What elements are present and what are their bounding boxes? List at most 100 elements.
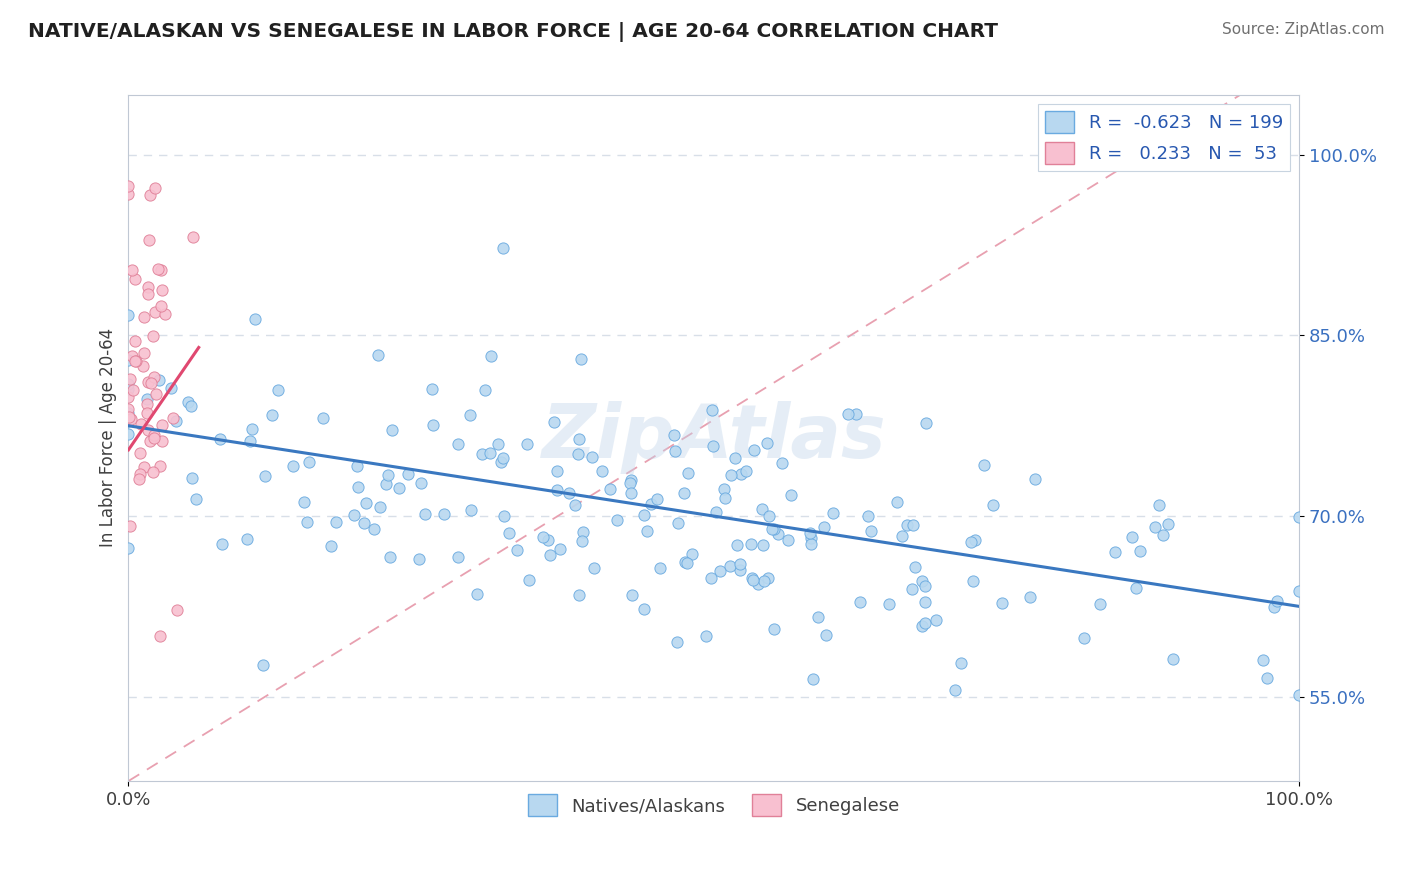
Point [1024, 472, 1046, 486]
Point [725, 538, 748, 552]
Point [460, 503, 482, 517]
Point [567, 447, 589, 461]
Point [184, 492, 207, 507]
Point [243, 311, 266, 326]
Point [142, 329, 165, 343]
Point [165, 414, 187, 428]
Text: Source: ZipAtlas.com: Source: ZipAtlas.com [1222, 22, 1385, 37]
Point [799, 526, 821, 541]
Point [149, 630, 172, 644]
Point [129, 417, 152, 431]
Point [859, 524, 882, 539]
Point [633, 601, 655, 615]
Point [740, 537, 762, 551]
Point [1157, 516, 1180, 531]
Point [118, 372, 141, 386]
Point [136, 397, 159, 411]
Point [124, 271, 146, 285]
Point [758, 509, 780, 524]
Point [297, 454, 319, 468]
Point [117, 382, 139, 396]
Point [411, 476, 433, 491]
Point [813, 519, 835, 533]
Point [517, 573, 540, 587]
Point [981, 498, 1004, 512]
Point [136, 375, 159, 389]
Point [479, 349, 502, 363]
Point [886, 494, 908, 508]
Point [354, 496, 377, 510]
Point [117, 426, 139, 441]
Point [117, 187, 139, 202]
Point [800, 537, 823, 551]
Point [136, 286, 159, 301]
Point [730, 467, 752, 482]
Point [567, 432, 589, 446]
Point [121, 349, 143, 363]
Point [139, 434, 162, 448]
Point [159, 381, 181, 395]
Point [768, 526, 790, 541]
Point [128, 472, 150, 486]
Point [620, 486, 643, 500]
Point [1251, 653, 1274, 667]
Point [491, 451, 513, 466]
Point [120, 412, 142, 426]
Point [325, 515, 347, 529]
Point [1152, 528, 1174, 542]
Point [681, 547, 703, 561]
Point [700, 571, 723, 585]
Point [591, 464, 613, 478]
Point [447, 437, 470, 451]
Point [704, 505, 727, 519]
Point [676, 557, 699, 571]
Point [762, 622, 785, 636]
Point [117, 179, 139, 194]
Point [262, 408, 284, 422]
Point [117, 406, 139, 420]
Point [723, 451, 745, 466]
Point [672, 486, 695, 500]
Point [396, 467, 419, 481]
Point [620, 588, 643, 602]
Point [236, 533, 259, 547]
Point [666, 634, 689, 648]
Point [128, 467, 150, 482]
Point [700, 403, 723, 417]
Point [742, 443, 765, 458]
Point [1143, 520, 1166, 534]
Point [153, 307, 176, 321]
Point [762, 522, 785, 536]
Point [776, 533, 799, 548]
Point [143, 428, 166, 442]
Text: ZipAtlas: ZipAtlas [541, 401, 886, 475]
Point [756, 571, 779, 585]
Point [1288, 510, 1310, 524]
Point [896, 517, 918, 532]
Point [117, 390, 139, 404]
Point [343, 508, 366, 522]
Point [713, 482, 735, 496]
Point [890, 529, 912, 543]
Point [973, 458, 995, 472]
Point [136, 392, 159, 406]
Point [900, 582, 922, 596]
Point [1149, 498, 1171, 512]
Legend: Natives/Alaskans, Senegalese: Natives/Alaskans, Senegalese [520, 787, 907, 823]
Point [720, 468, 742, 483]
Point [636, 524, 658, 538]
Point [730, 558, 752, 572]
Point [139, 376, 162, 391]
Point [648, 561, 671, 575]
Point [413, 508, 436, 522]
Point [295, 515, 318, 529]
Point [779, 488, 801, 502]
Point [363, 522, 385, 536]
Point [143, 305, 166, 319]
Point [911, 618, 934, 632]
Point [664, 427, 686, 442]
Point [914, 579, 936, 593]
Point [367, 348, 389, 362]
Point [718, 559, 741, 574]
Point [162, 411, 184, 425]
